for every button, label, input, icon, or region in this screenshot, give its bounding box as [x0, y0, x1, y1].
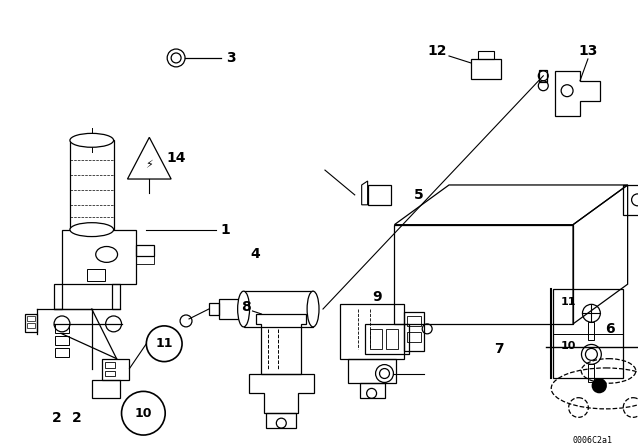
Text: 3: 3 [226, 51, 236, 65]
Bar [407, 332, 421, 342]
Bar [62, 230, 136, 284]
Bar [28, 316, 35, 321]
Bar [244, 291, 313, 327]
Bar [28, 323, 35, 328]
Text: 0006C2a1: 0006C2a1 [573, 436, 613, 445]
Bar [105, 362, 115, 367]
Bar [540, 70, 547, 82]
Ellipse shape [307, 291, 319, 327]
Text: 10: 10 [134, 407, 152, 420]
Bar [370, 329, 381, 349]
Text: 2: 2 [52, 411, 62, 425]
Bar [105, 370, 115, 376]
Bar [365, 324, 410, 353]
Bar [136, 256, 154, 264]
Text: 11: 11 [156, 337, 173, 350]
Text: 9: 9 [372, 290, 382, 304]
Text: 14: 14 [166, 151, 186, 165]
Bar [623, 185, 640, 215]
Bar [360, 383, 385, 398]
Bar [55, 324, 69, 333]
Text: 6: 6 [605, 322, 614, 336]
Bar [55, 336, 69, 345]
Text: 8: 8 [241, 300, 250, 314]
Bar [588, 364, 595, 382]
Text: 12: 12 [428, 44, 447, 58]
Bar [219, 299, 244, 319]
Text: 10: 10 [561, 341, 577, 351]
Text: 5: 5 [414, 188, 424, 202]
Bar [136, 245, 154, 256]
Text: ⚡: ⚡ [145, 160, 153, 170]
Ellipse shape [70, 134, 113, 147]
Bar [25, 314, 37, 332]
Ellipse shape [96, 246, 118, 263]
Bar [92, 380, 120, 398]
Bar [102, 359, 129, 380]
Bar [55, 348, 69, 357]
Ellipse shape [70, 223, 113, 237]
Bar [553, 289, 623, 379]
Text: 7: 7 [494, 342, 504, 356]
Bar [87, 269, 105, 281]
Text: 2: 2 [72, 411, 82, 425]
Bar [340, 304, 404, 359]
Bar [367, 185, 392, 205]
Text: 13: 13 [579, 44, 598, 58]
Bar [407, 316, 421, 326]
Bar [588, 322, 595, 340]
Text: 11: 11 [561, 297, 577, 307]
Circle shape [591, 378, 607, 393]
Text: 4: 4 [251, 247, 260, 262]
Text: 1: 1 [221, 223, 230, 237]
Bar [70, 140, 113, 230]
Ellipse shape [237, 291, 250, 327]
Bar [471, 59, 500, 79]
Bar [387, 329, 398, 349]
